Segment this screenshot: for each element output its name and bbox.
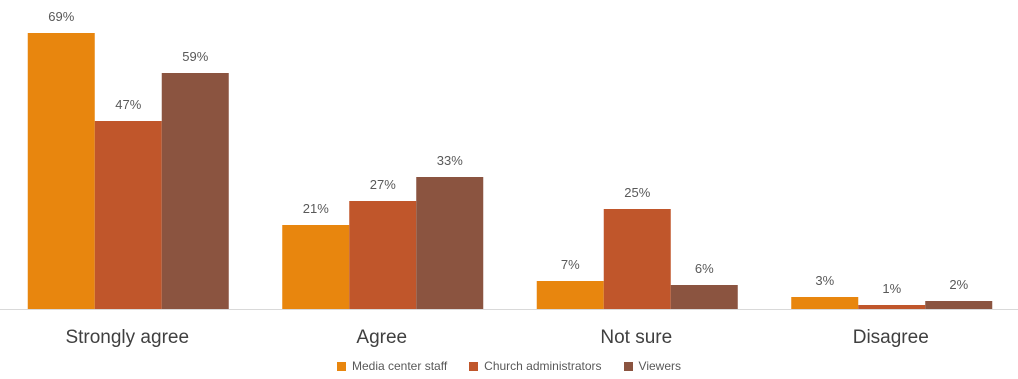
data-label: 21% [303,201,329,216]
data-label: 33% [437,153,463,168]
bar-disagree-church-administrators [858,305,926,309]
data-label: 7% [561,257,580,272]
category-label: Agree [356,327,407,348]
bar-agree-media-center-staff [282,225,350,309]
legend-swatch [469,361,479,371]
bar-agree-viewers [416,177,484,309]
legend-item: Media center staff [336,359,448,373]
bar-not-sure-church-administrators [603,209,671,309]
data-label: 2% [949,277,968,292]
legend: Media center staff Church administrators V… [0,359,1018,373]
bar-strongly-agree-media-center-staff [27,33,95,309]
legend-label: Viewers [638,359,681,373]
data-label: 59% [182,49,208,64]
bar-not-sure-viewers [670,285,738,309]
legend-label: Church administrators [484,359,602,373]
bar-strongly-agree-viewers [161,73,229,309]
bar-disagree-media-center-staff [791,297,859,309]
data-label: 47% [115,97,141,112]
legend-item: Church administrators [469,359,602,373]
bar-not-sure-media-center-staff [536,281,604,309]
legend-swatch [623,361,633,371]
data-label: 3% [815,273,834,288]
data-label: 27% [370,177,396,192]
legend-swatch [336,361,346,371]
bar-strongly-agree-church-administrators [94,121,162,309]
data-label: 69% [48,9,74,24]
bar-agree-church-administrators [349,201,417,309]
data-label: 1% [882,281,901,296]
category-label: Disagree [853,327,929,348]
category-label: Strongly agree [65,327,189,348]
bar-disagree-viewers [925,301,993,309]
category-label: Not sure [600,327,672,348]
data-label: 25% [624,185,650,200]
legend-label: Media center staff [351,359,448,373]
legend-item: Viewers [623,359,681,373]
data-label: 6% [695,261,714,276]
